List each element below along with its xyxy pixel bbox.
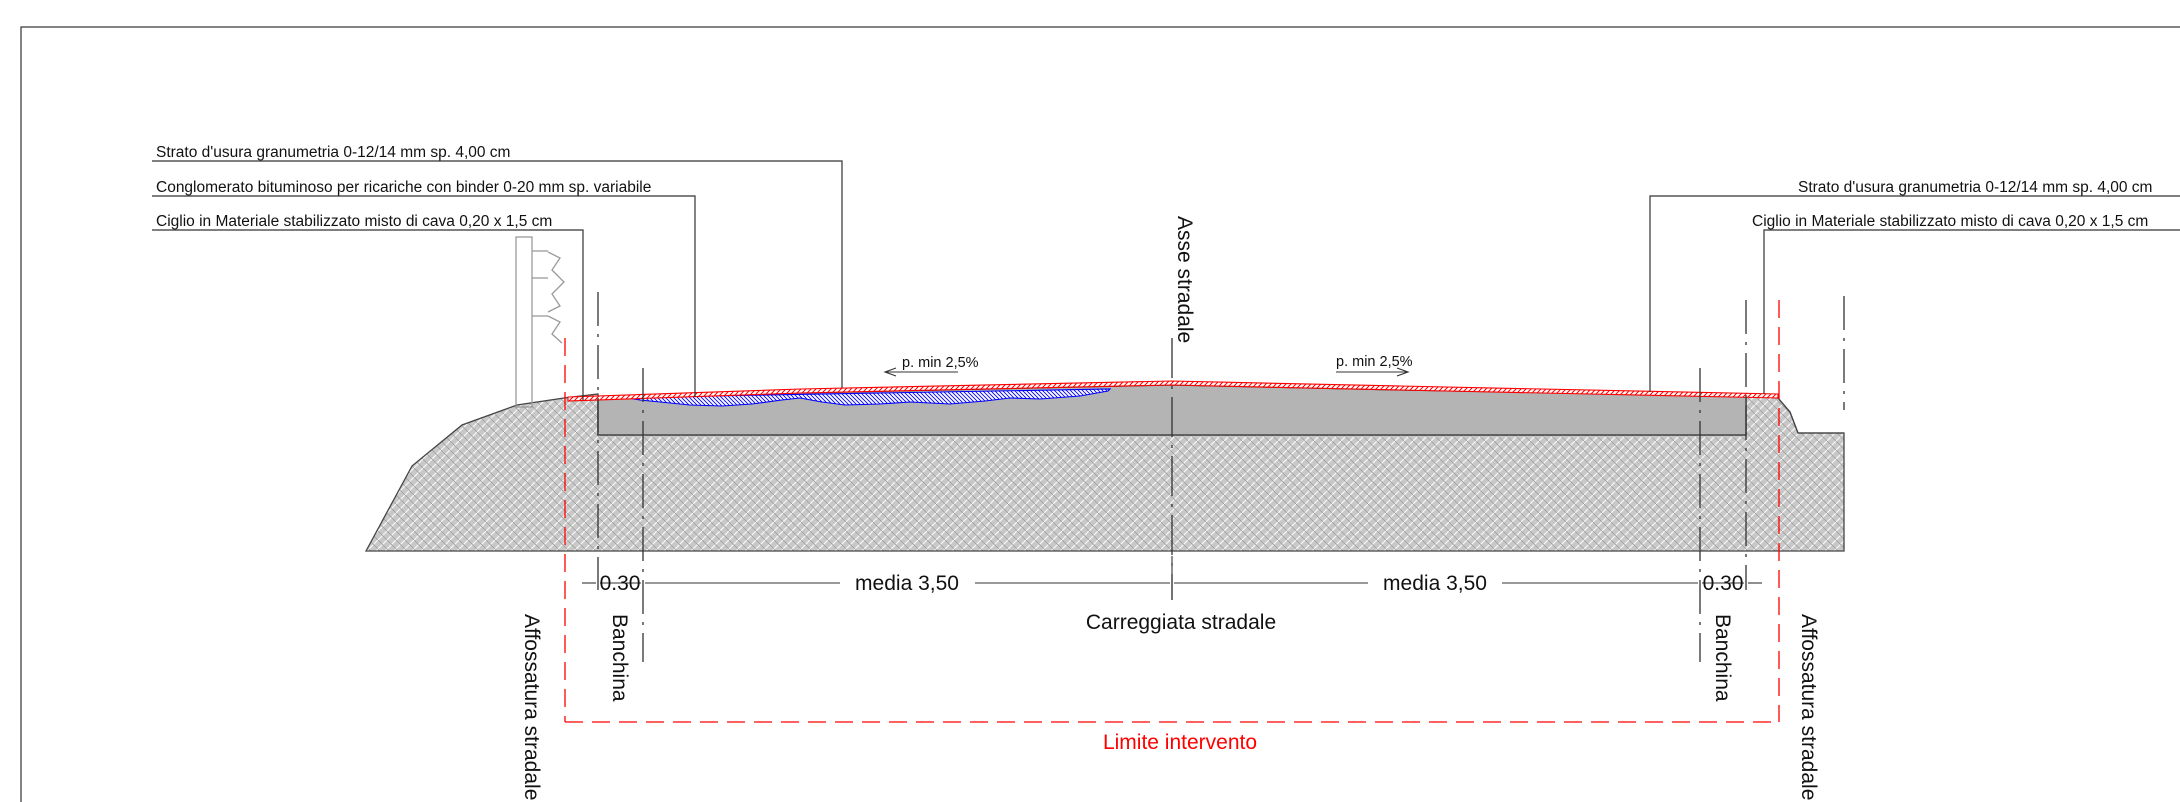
right-label-wearing-course: Strato d'usura granumetria 0-12/14 mm sp…: [1798, 179, 2152, 196]
slope-arrows: [883, 367, 1410, 377]
shoulder-right-width: 0.30: [1703, 572, 1744, 595]
ditch-left-label: Affossatura stradale: [520, 614, 543, 800]
left-leader-lines: [152, 160, 843, 400]
right-leader-lines: [1649, 195, 2180, 394]
drawing-frame: [20, 26, 2180, 802]
carriageway-label: Carreggiata stradale: [1086, 611, 1276, 634]
ditch-right-label: Affossatura stradale: [1797, 614, 1820, 800]
road-axis-label: Asse stradale: [1173, 216, 1196, 343]
shoulder-left-width: 0.30: [600, 572, 641, 595]
lane-left-width: media 3,50: [855, 572, 959, 595]
shoulder-left-label: Banchina: [608, 614, 631, 702]
shoulder-right-label: Banchina: [1711, 614, 1734, 702]
left-label-wearing-course: Strato d'usura granumetria 0-12/14 mm sp…: [156, 144, 510, 161]
right-label-curb: Ciglio in Materiale stabilizzato misto d…: [1752, 213, 2148, 230]
slope-label-right: p. min 2,5%: [1336, 354, 1413, 370]
intervention-limit-lines: [564, 300, 1780, 723]
right-edge-detail: [1777, 397, 1799, 434]
left-label-binder-course: Conglomerato bituminoso per ricariche co…: [156, 179, 651, 196]
dimension-line: [582, 556, 1762, 600]
slope-label-left: p. min 2,5%: [902, 355, 979, 371]
guardrail: [515, 236, 565, 408]
binder-course: [623, 388, 1112, 407]
intervention-limit-label: Limite intervento: [1103, 731, 1257, 754]
lane-right-width: media 3,50: [1383, 572, 1487, 595]
left-label-curb: Ciglio in Materiale stabilizzato misto d…: [156, 213, 552, 230]
dashdot-references: [597, 292, 1845, 662]
